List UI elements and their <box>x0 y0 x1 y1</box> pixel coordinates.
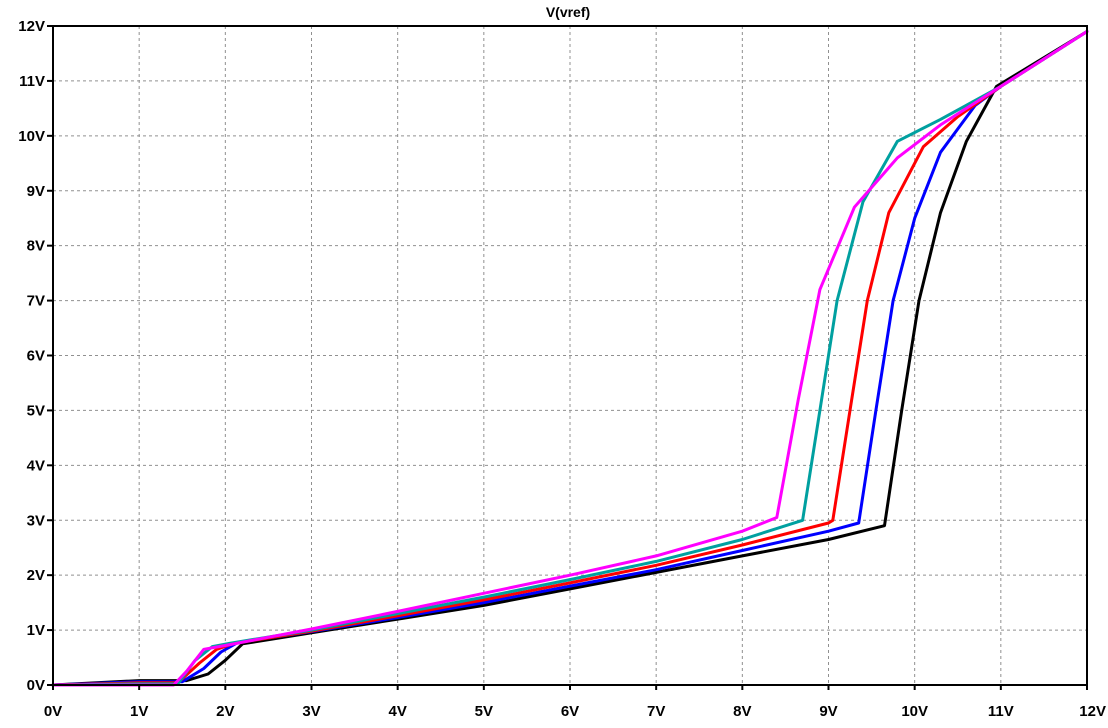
x-tick-labels: 0V 1V 2V 3V 4V 5V 6V 7V 8V 9V 10V 11V 12V <box>44 703 1106 720</box>
chart-title: V(vref) <box>546 4 590 20</box>
y-tick-label: 12V <box>18 18 45 35</box>
y-tick-label: 2V <box>27 567 45 584</box>
y-tick-label: 5V <box>27 402 45 419</box>
y-tick-label: 1V <box>27 622 45 639</box>
x-tick-label: 0V <box>44 703 62 720</box>
y-tick-label: 4V <box>27 457 45 474</box>
series-line-5[interactable] <box>51 30 1089 687</box>
x-tick-label: 3V <box>302 703 320 720</box>
x-tick-label: 10V <box>901 703 928 720</box>
x-tick-label: 7V <box>647 703 665 720</box>
ticks <box>47 25 1088 690</box>
series-line-3[interactable] <box>51 30 1089 687</box>
x-tick-label: 12V <box>1079 703 1106 720</box>
series-line-1[interactable] <box>51 30 1089 687</box>
y-tick-label: 11V <box>19 73 45 90</box>
series-line-2[interactable] <box>51 30 1089 687</box>
y-tick-label: 10V <box>18 128 45 145</box>
x-tick-label: 4V <box>388 703 406 720</box>
y-tick-label: 3V <box>27 512 45 529</box>
y-tick-labels: 0V 1V 2V 3V 4V 5V 6V 7V 8V 9V 10V 11V 12V <box>18 18 45 694</box>
x-tick-label: 8V <box>733 703 751 720</box>
x-tick-label: 1V <box>130 703 148 720</box>
y-tick-label: 8V <box>27 238 45 255</box>
x-tick-label: 11V <box>988 703 1014 720</box>
y-tick-label: 9V <box>27 183 45 200</box>
x-tick-label: 6V <box>561 703 579 720</box>
y-tick-label: 7V <box>27 293 45 310</box>
x-tick-label: 2V <box>216 703 234 720</box>
x-tick-label: 9V <box>819 703 837 720</box>
y-tick-label: 6V <box>27 348 45 365</box>
y-tick-label: 0V <box>27 677 45 694</box>
series-layer <box>51 30 1089 687</box>
x-tick-label: 5V <box>475 703 493 720</box>
